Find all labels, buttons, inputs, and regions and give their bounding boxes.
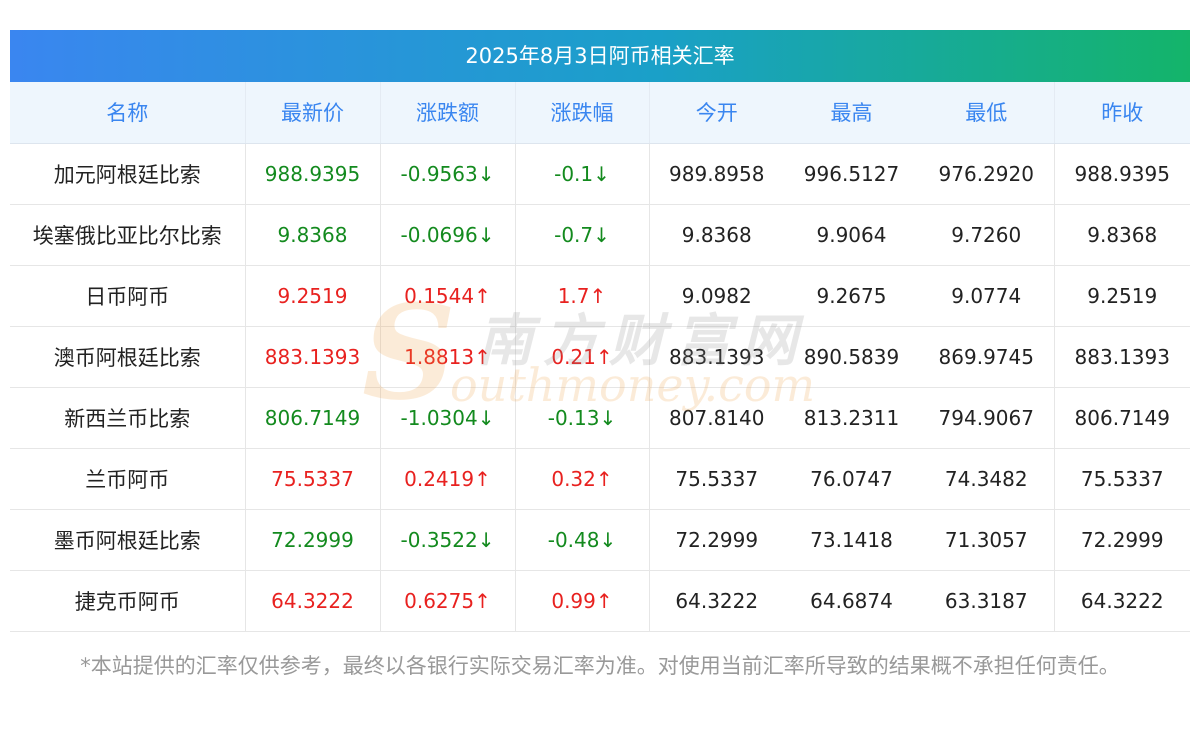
change-amount: -0.3522↓ [380,509,516,571]
change-amount: -1.0304↓ [380,387,516,449]
currency-pair-link[interactable]: 捷克币阿币 [10,570,246,632]
change-percent: -0.1↓ [515,143,650,205]
prev-close-price: 988.9395 [1054,143,1190,205]
latest-price: 883.1393 [245,326,381,388]
high-price: 64.6874 [784,570,919,632]
table-row: 兰币阿币 75.5337 0.2419↑ 0.32↑ 75.5337 76.07… [10,448,1190,510]
header-change: 涨跌额 [380,82,516,144]
change-amount: 0.6275↑ [380,570,516,632]
open-price: 64.3222 [649,570,784,632]
currency-pair-link[interactable]: 兰币阿币 [10,448,246,510]
table-row: 捷克币阿币 64.3222 0.6275↑ 0.99↑ 64.3222 64.6… [10,570,1190,632]
prev-close-price: 806.7149 [1054,387,1190,449]
change-percent: 1.7↑ [515,265,650,327]
low-price: 976.2920 [919,143,1055,205]
header-low: 最低 [919,82,1055,144]
change-percent: 0.21↑ [515,326,650,388]
low-price: 71.3057 [919,509,1055,571]
latest-price: 75.5337 [245,448,381,510]
change-amount: 0.1544↑ [380,265,516,327]
prev-close-price: 883.1393 [1054,326,1190,388]
latest-price: 988.9395 [245,143,381,205]
change-amount: -0.0696↓ [380,204,516,266]
prev-close-price: 64.3222 [1054,570,1190,632]
latest-price: 64.3222 [245,570,381,632]
header-open: 今开 [649,82,784,144]
header-change-pct: 涨跌幅 [515,82,650,144]
high-price: 76.0747 [784,448,919,510]
prev-close-price: 75.5337 [1054,448,1190,510]
prev-close-price: 72.2999 [1054,509,1190,571]
latest-price: 806.7149 [245,387,381,449]
high-price: 813.2311 [784,387,919,449]
change-percent: 0.32↑ [515,448,650,510]
table-row: 澳币阿根廷比索 883.1393 1.8813↑ 0.21↑ 883.1393 … [10,326,1190,388]
open-price: 72.2999 [649,509,784,571]
low-price: 869.9745 [919,326,1055,388]
currency-pair-link[interactable]: 日币阿币 [10,265,246,327]
disclaimer-text: *本站提供的汇率仅供参考，最终以各银行实际交易汇率为准。对使用当前汇率所导致的结… [80,654,1120,678]
change-percent: -0.48↓ [515,509,650,571]
open-price: 807.8140 [649,387,784,449]
table-row: 新西兰币比索 806.7149 -1.0304↓ -0.13↓ 807.8140… [10,387,1190,449]
open-price: 75.5337 [649,448,784,510]
latest-price: 72.2999 [245,509,381,571]
change-percent: 0.99↑ [515,570,650,632]
latest-price: 9.8368 [245,204,381,266]
low-price: 794.9067 [919,387,1055,449]
open-price: 989.8958 [649,143,784,205]
table-row: 墨币阿根廷比索 72.2999 -0.3522↓ -0.48↓ 72.2999 … [10,509,1190,571]
table-row: 加元阿根廷比索 988.9395 -0.9563↓ -0.1↓ 989.8958… [10,143,1190,205]
high-price: 9.2675 [784,265,919,327]
low-price: 63.3187 [919,570,1055,632]
exchange-rate-table: 名称 最新价 涨跌额 涨跌幅 今开 最高 最低 昨收 加元阿根廷比索 988.9… [10,82,1190,632]
low-price: 74.3482 [919,448,1055,510]
table-row: 埃塞俄比亚比尔比索 9.8368 -0.0696↓ -0.7↓ 9.8368 9… [10,204,1190,266]
low-price: 9.0774 [919,265,1055,327]
header-prev-close: 昨收 [1054,82,1190,144]
header-name: 名称 [10,82,246,144]
table-header-row: 名称 最新价 涨跌额 涨跌幅 今开 最高 最低 昨收 [10,82,1190,144]
prev-close-price: 9.2519 [1054,265,1190,327]
change-amount: -0.9563↓ [380,143,516,205]
change-amount: 1.8813↑ [380,326,516,388]
table-title: 2025年8月3日阿币相关汇率 [10,30,1190,82]
open-price: 9.0982 [649,265,784,327]
open-price: 883.1393 [649,326,784,388]
currency-pair-link[interactable]: 墨币阿根廷比索 [10,509,246,571]
header-high: 最高 [784,82,919,144]
currency-pair-link[interactable]: 澳币阿根廷比索 [10,326,246,388]
high-price: 890.5839 [784,326,919,388]
high-price: 73.1418 [784,509,919,571]
currency-pair-link[interactable]: 加元阿根廷比索 [10,143,246,205]
prev-close-price: 9.8368 [1054,204,1190,266]
change-percent: -0.7↓ [515,204,650,266]
change-amount: 0.2419↑ [380,448,516,510]
table-row: 日币阿币 9.2519 0.1544↑ 1.7↑ 9.0982 9.2675 9… [10,265,1190,327]
open-price: 9.8368 [649,204,784,266]
high-price: 9.9064 [784,204,919,266]
latest-price: 9.2519 [245,265,381,327]
change-percent: -0.13↓ [515,387,650,449]
low-price: 9.7260 [919,204,1055,266]
currency-pair-link[interactable]: 埃塞俄比亚比尔比索 [10,204,246,266]
currency-pair-link[interactable]: 新西兰币比索 [10,387,246,449]
header-latest: 最新价 [245,82,381,144]
high-price: 996.5127 [784,143,919,205]
